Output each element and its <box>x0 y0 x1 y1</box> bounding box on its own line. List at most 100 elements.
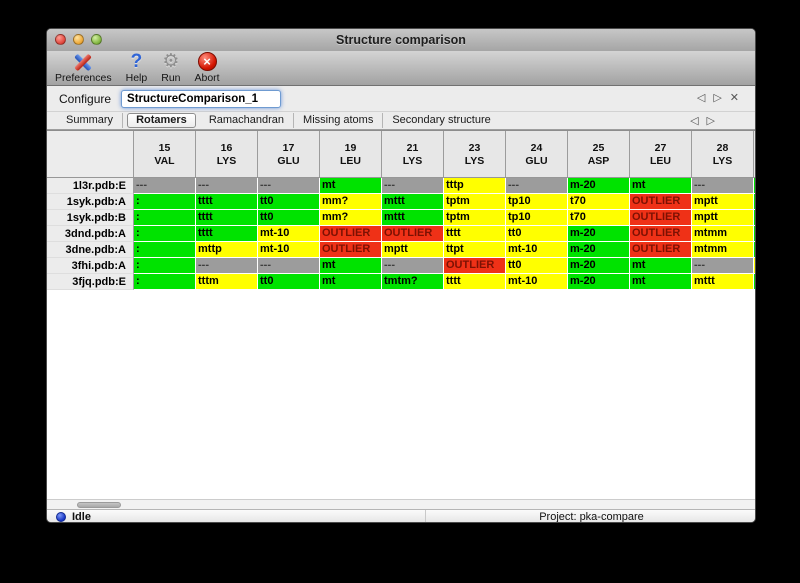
table-cell-clipped[interactable] <box>754 210 755 226</box>
help-button[interactable]: ? Help <box>126 50 148 85</box>
table-cell[interactable]: --- <box>506 178 568 194</box>
table-cell[interactable]: OUTLIER <box>630 242 692 258</box>
table-cell[interactable]: : <box>134 226 196 242</box>
table-cell[interactable]: OUTLIER <box>382 226 444 242</box>
row-label[interactable]: 1syk.pdb:A <box>47 194 134 210</box>
table-cell[interactable]: mt <box>630 258 692 274</box>
table-cell[interactable]: --- <box>382 178 444 194</box>
table-cell[interactable]: OUTLIER <box>630 210 692 226</box>
tab-summary[interactable]: Summary <box>57 113 124 128</box>
table-cell[interactable]: m-20 <box>568 178 630 194</box>
table-cell[interactable]: tttm <box>196 274 258 290</box>
tab-secondary-structure[interactable]: Secondary structure <box>392 114 491 126</box>
table-cell[interactable]: mtmm <box>692 242 754 258</box>
table-cell[interactable]: --- <box>196 258 258 274</box>
table-cell[interactable]: : <box>134 258 196 274</box>
table-cell[interactable]: tttt <box>196 210 258 226</box>
table-cell[interactable]: mptt <box>382 242 444 258</box>
table-cell[interactable]: tttt <box>196 194 258 210</box>
configure-close-button[interactable]: ✕ <box>729 92 739 104</box>
table-cell[interactable]: tt0 <box>506 258 568 274</box>
zoom-window-button[interactable] <box>91 34 102 45</box>
row-label[interactable]: 1syk.pdb:B <box>47 210 134 226</box>
abort-button[interactable]: × Abort <box>195 50 220 84</box>
table-cell[interactable]: mtmm <box>692 226 754 242</box>
tab-rotamers[interactable]: Rotamers <box>127 113 196 128</box>
tab-missing-atoms[interactable]: Missing atoms <box>294 113 384 128</box>
row-label[interactable]: 3fjq.pdb:E <box>47 274 134 290</box>
table-cell[interactable]: mptt <box>692 194 754 210</box>
table-cell[interactable]: m-20 <box>568 274 630 290</box>
table-cell[interactable]: --- <box>258 258 320 274</box>
table-cell[interactable]: : <box>134 210 196 226</box>
table-cell[interactable]: tptm <box>444 210 506 226</box>
table-cell[interactable]: tp10 <box>506 194 568 210</box>
table-cell[interactable]: OUTLIER <box>630 226 692 242</box>
table-cell[interactable]: --- <box>258 178 320 194</box>
table-cell[interactable]: tmtm? <box>382 274 444 290</box>
table-cell[interactable]: mt-10 <box>258 226 320 242</box>
table-cell[interactable]: --- <box>134 178 196 194</box>
tabs-next-button[interactable]: ▷ <box>706 115 715 127</box>
table-cell-clipped[interactable] <box>754 194 755 210</box>
table-cell[interactable]: --- <box>196 178 258 194</box>
row-label[interactable]: 3dnd.pdb:A <box>47 226 134 242</box>
table-cell[interactable]: : <box>134 194 196 210</box>
table-cell[interactable]: --- <box>692 178 754 194</box>
table-cell[interactable]: : <box>134 274 196 290</box>
table-cell[interactable]: tttt <box>444 226 506 242</box>
row-label[interactable]: 3dne.pdb:A <box>47 242 134 258</box>
table-cell[interactable]: mttt <box>692 274 754 290</box>
run-button[interactable]: ⚙ Run <box>161 50 180 84</box>
table-cell[interactable]: mt <box>320 178 382 194</box>
table-cell[interactable]: OUTLIER <box>444 258 506 274</box>
table-cell[interactable]: tp10 <box>506 210 568 226</box>
table-cell[interactable]: mttp <box>196 242 258 258</box>
table-cell[interactable]: m-20 <box>568 242 630 258</box>
table-cell[interactable]: t70 <box>568 194 630 210</box>
table-cell-clipped[interactable] <box>754 226 755 242</box>
table-cell-clipped[interactable] <box>754 258 755 274</box>
table-cell[interactable]: tt0 <box>258 210 320 226</box>
table-cell[interactable]: mm? <box>320 194 382 210</box>
minimize-window-button[interactable] <box>73 34 84 45</box>
table-cell-clipped[interactable] <box>754 242 755 258</box>
table-cell[interactable]: mt <box>630 274 692 290</box>
table-cell[interactable]: ttpt <box>444 242 506 258</box>
configure-next-button[interactable]: ▷ <box>713 92 722 104</box>
table-cell[interactable]: mptt <box>692 210 754 226</box>
horizontal-scrollbar[interactable] <box>47 499 755 509</box>
table-cell[interactable]: mt-10 <box>506 274 568 290</box>
table-cell[interactable]: tttt <box>444 274 506 290</box>
table-cell-clipped[interactable] <box>754 274 755 290</box>
table-cell[interactable]: tttt <box>196 226 258 242</box>
table-cell[interactable]: --- <box>382 258 444 274</box>
table-cell[interactable]: --- <box>692 258 754 274</box>
table-cell[interactable]: mttt <box>382 194 444 210</box>
table-cell[interactable]: : <box>134 242 196 258</box>
close-window-button[interactable] <box>55 34 66 45</box>
scrollbar-thumb[interactable] <box>77 502 121 508</box>
table-cell[interactable]: tptm <box>444 194 506 210</box>
configure-name-input[interactable] <box>121 89 282 108</box>
table-cell[interactable]: tttp <box>444 178 506 194</box>
table-cell[interactable]: tt0 <box>258 194 320 210</box>
table-cell[interactable]: m-20 <box>568 258 630 274</box>
tabs-prev-button[interactable]: ◁ <box>690 115 699 127</box>
table-cell[interactable]: mt-10 <box>258 242 320 258</box>
configure-prev-button[interactable]: ◁ <box>696 92 706 104</box>
table-cell[interactable]: mt <box>320 274 382 290</box>
table-cell[interactable]: OUTLIER <box>320 226 382 242</box>
table-cell[interactable]: mt <box>320 258 382 274</box>
row-label[interactable]: 1l3r.pdb:E <box>47 178 134 194</box>
row-label[interactable]: 3fhi.pdb:A <box>47 258 134 274</box>
table-cell[interactable]: t70 <box>568 210 630 226</box>
table-cell[interactable]: tt0 <box>258 274 320 290</box>
table-cell[interactable]: mm? <box>320 210 382 226</box>
table-cell[interactable]: m-20 <box>568 226 630 242</box>
table-cell[interactable]: OUTLIER <box>320 242 382 258</box>
preferences-button[interactable]: Preferences <box>55 50 112 84</box>
tab-ramachandran[interactable]: Ramachandran <box>200 113 295 128</box>
table-cell-clipped[interactable] <box>754 178 755 194</box>
table-cell[interactable]: mt-10 <box>506 242 568 258</box>
